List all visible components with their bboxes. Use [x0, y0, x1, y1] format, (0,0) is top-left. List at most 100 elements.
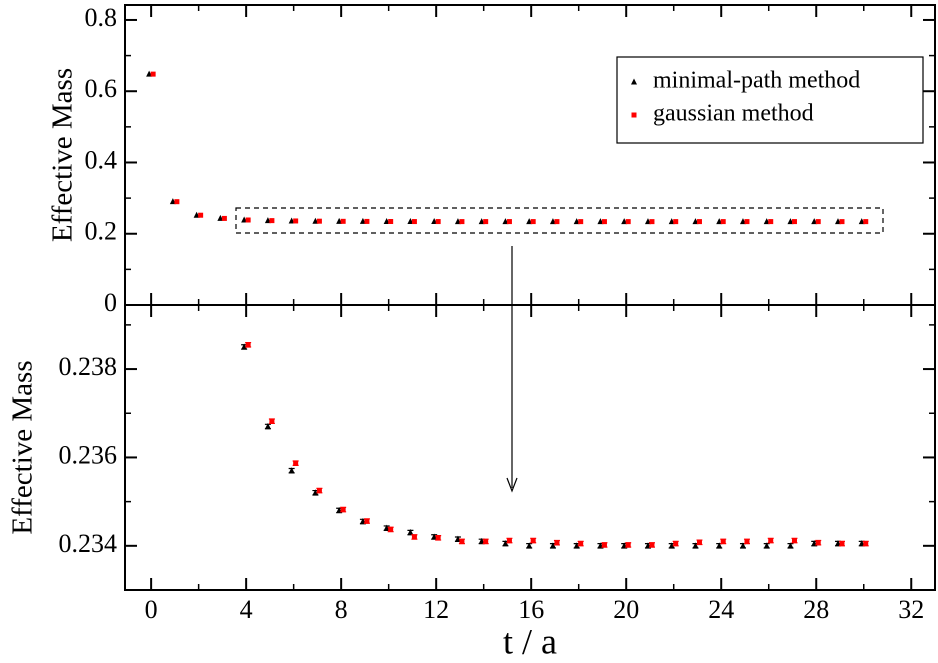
- marker: [578, 219, 584, 225]
- marker: [720, 538, 726, 544]
- marker: [411, 534, 417, 540]
- y-tick-label: 0.2: [85, 217, 118, 246]
- marker: [744, 538, 750, 544]
- marker: [791, 538, 797, 544]
- y-tick-label: 0.234: [59, 529, 118, 558]
- marker: [316, 488, 322, 494]
- x-tick-label: 20: [613, 595, 639, 624]
- marker: [863, 219, 869, 225]
- marker: [241, 343, 248, 350]
- marker: [668, 542, 675, 549]
- marker: [293, 218, 299, 224]
- marker: [269, 418, 275, 424]
- marker: [269, 218, 275, 224]
- marker: [435, 219, 441, 225]
- y-tick-label: 0.238: [59, 352, 118, 381]
- marker: [388, 526, 394, 532]
- legend-box: [616, 56, 924, 144]
- marker: [411, 219, 417, 225]
- marker: [720, 219, 726, 225]
- marker: [649, 542, 655, 548]
- y-tick-label: 0.4: [85, 145, 118, 174]
- marker: [787, 542, 794, 549]
- marker: [763, 542, 770, 549]
- marker: [791, 219, 797, 225]
- x-tick-label: 16: [518, 595, 544, 624]
- marker: [578, 541, 584, 547]
- marker: [839, 219, 845, 225]
- legend-marker: [631, 112, 637, 118]
- marker: [150, 71, 156, 77]
- marker: [288, 467, 295, 474]
- marker: [768, 219, 774, 225]
- y-tick-label: 0.8: [85, 3, 118, 32]
- marker: [459, 219, 465, 225]
- marker: [245, 217, 251, 223]
- marker: [245, 342, 251, 348]
- arrow-head: [506, 477, 518, 493]
- marker: [364, 518, 370, 524]
- legend-label: gaussian method: [653, 101, 814, 127]
- marker: [502, 540, 509, 547]
- x-tick-label: 8: [335, 595, 348, 624]
- marker: [625, 542, 631, 548]
- marker: [601, 219, 607, 225]
- marker: [744, 219, 750, 225]
- marker: [388, 218, 394, 224]
- marker: [815, 219, 821, 225]
- x-tick-label: 32: [898, 595, 924, 624]
- x-tick-label: 28: [803, 595, 829, 624]
- marker: [312, 489, 319, 496]
- marker: [483, 538, 489, 544]
- marker: [649, 219, 655, 225]
- marker: [839, 541, 845, 547]
- x-tick-label: 4: [240, 595, 253, 624]
- marker: [407, 529, 414, 536]
- marker: [815, 540, 821, 546]
- marker: [530, 538, 536, 544]
- legend-label: minimal-path method: [653, 68, 860, 94]
- marker: [435, 535, 441, 541]
- marker: [526, 542, 533, 549]
- marker: [601, 542, 607, 548]
- marker: [530, 219, 536, 225]
- x-tick-label: 0: [145, 595, 158, 624]
- marker: [316, 218, 322, 224]
- marker: [506, 538, 512, 544]
- marker: [696, 539, 702, 545]
- marker: [768, 538, 774, 544]
- y-tick-label: 0.236: [59, 440, 118, 469]
- bottom-frame: [124, 304, 936, 591]
- y-axis-label: Effective Mass: [47, 68, 79, 242]
- marker: [340, 507, 346, 513]
- y-tick-label: 0: [104, 288, 117, 317]
- marker: [198, 212, 204, 218]
- y-axis-label: Effective Mass: [7, 360, 39, 534]
- marker: [340, 218, 346, 224]
- marker: [692, 542, 699, 549]
- marker: [696, 219, 702, 225]
- x-tick-label: 24: [708, 595, 734, 624]
- top-frame: [124, 4, 936, 306]
- marker: [174, 199, 180, 205]
- marker: [549, 542, 556, 549]
- marker: [364, 218, 370, 224]
- marker: [554, 219, 560, 225]
- marker: [554, 540, 560, 546]
- marker: [716, 542, 723, 549]
- marker: [673, 219, 679, 225]
- marker: [221, 215, 227, 221]
- zoom-box: [235, 207, 884, 234]
- y-tick-label: 0.6: [85, 74, 118, 103]
- marker: [863, 541, 869, 547]
- marker: [483, 219, 489, 225]
- marker: [459, 538, 465, 544]
- x-axis-label: t / a: [503, 621, 557, 661]
- legend-marker: [631, 78, 637, 85]
- marker: [264, 423, 271, 430]
- marker: [673, 541, 679, 547]
- marker: [506, 219, 512, 225]
- marker: [573, 542, 580, 549]
- marker: [293, 460, 299, 466]
